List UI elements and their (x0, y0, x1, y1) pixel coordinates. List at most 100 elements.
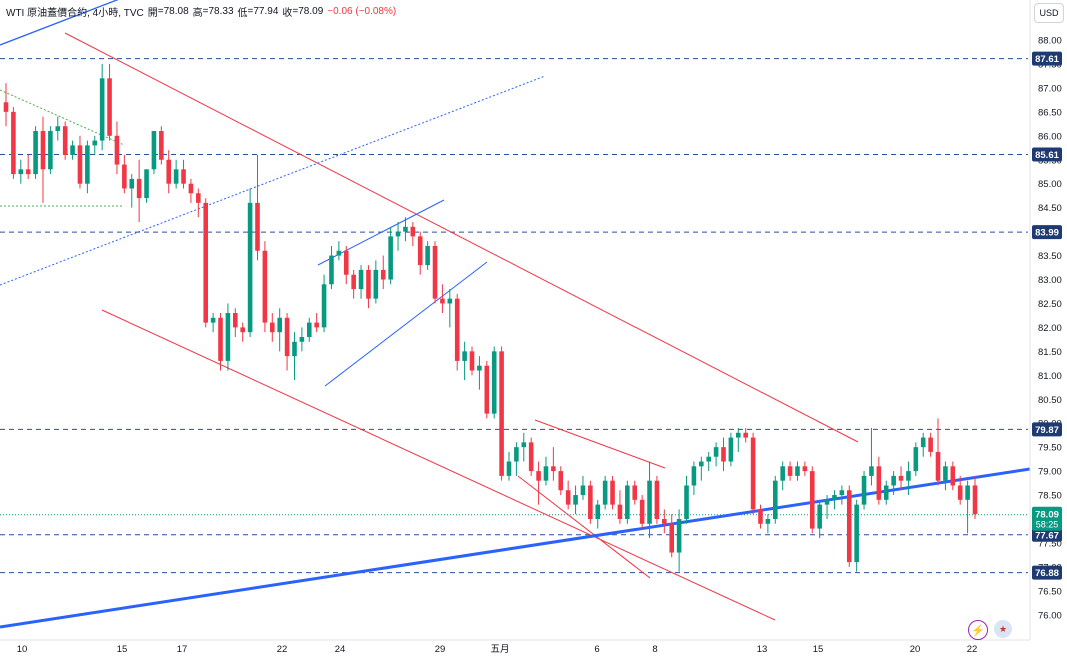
candle-body (262, 250, 268, 323)
candle-body (891, 475, 896, 486)
candle-body (588, 485, 593, 519)
candle-body (787, 466, 793, 476)
price-axis: 88.0087.5087.0086.5086.0085.5085.0084.50… (1029, 0, 1062, 640)
price-tick-label: 86.00 (1038, 131, 1062, 142)
time-tick-label: 20 (910, 644, 921, 655)
candle-body (706, 456, 712, 462)
candle-body (817, 504, 822, 529)
level-badge (1032, 225, 1062, 240)
candle-body (122, 164, 127, 189)
candle-body (277, 317, 282, 333)
price-tick-label: 80.50 (1038, 395, 1062, 406)
high-label: 高 (192, 8, 203, 19)
candle-body (721, 447, 726, 462)
candle-body (218, 317, 223, 361)
candle-body (869, 466, 874, 476)
level-badge-label: 79.87 (1035, 425, 1059, 436)
candle-body (809, 471, 815, 529)
candle-body (240, 327, 245, 333)
price-tick-label: 83.00 (1038, 275, 1062, 286)
red-channel-bottom (101, 309, 776, 621)
candle-body (543, 466, 549, 481)
time-axis: 10 15 17 22 24 29 五月 6 8 13 15 20 22 (0, 639, 1030, 655)
candle-body (432, 245, 438, 299)
candle-body (824, 499, 830, 505)
candle-body (306, 322, 312, 337)
candle-body (758, 509, 763, 524)
candle-body (802, 466, 808, 472)
candle-body (25, 169, 31, 175)
price-tick-label: 85.00 (1038, 179, 1062, 190)
candle-body (573, 495, 578, 505)
level-badge-label: 87.61 (1035, 54, 1059, 65)
candle-body (144, 169, 149, 199)
level-badge (1032, 527, 1062, 542)
candle-body (920, 437, 926, 448)
us-flag-icon[interactable]: ★ (994, 620, 1012, 638)
candle-body (225, 313, 231, 361)
price-tick-label: 81.50 (1038, 347, 1062, 358)
red-channel-top (64, 32, 859, 443)
candle-body (839, 490, 845, 496)
candle-body (602, 480, 608, 505)
time-tick-label: 22 (967, 644, 978, 655)
currency-button[interactable]: USD (1034, 3, 1064, 23)
candle-body (181, 169, 186, 184)
candle-body (321, 284, 327, 328)
open-value: =78.08 (157, 6, 189, 17)
candle-body (247, 202, 253, 333)
time-tick-label: 6 (594, 644, 599, 655)
blue-support-line (0, 467, 1031, 629)
price-tick-label: 83.50 (1038, 251, 1062, 262)
candle-body (491, 351, 497, 414)
symbol-title[interactable]: WTI 原油蓋價合約, 4小時, TVC (6, 8, 144, 19)
candle-body (684, 485, 689, 519)
flash-icon[interactable]: ⚡ (968, 620, 988, 640)
candle-body (676, 519, 682, 553)
close-value: =78.09 (292, 6, 324, 17)
last-price-badge (1032, 506, 1062, 531)
candle-body (795, 466, 800, 476)
candle-body (580, 485, 586, 496)
candle-body (469, 351, 475, 371)
candle-body (647, 480, 652, 524)
candle-body (772, 480, 778, 519)
time-tick-label: 17 (177, 644, 188, 655)
candle-body (957, 485, 963, 500)
candle-body (854, 504, 859, 563)
price-tick-label: 84.50 (1038, 203, 1062, 214)
candle-body (514, 447, 519, 462)
level-badge-label: 77.67 (1035, 530, 1059, 541)
level-badge-label: 85.61 (1035, 150, 1059, 161)
trend-lines (0, 0, 1031, 629)
candle-body (654, 480, 660, 519)
candle-body (99, 78, 105, 141)
candle-body (669, 523, 675, 553)
price-tick-label: 79.50 (1038, 443, 1062, 454)
candle-body (558, 471, 564, 491)
close-label: 收 (282, 8, 293, 19)
candle-body (662, 519, 667, 524)
candle-body (447, 298, 453, 304)
time-tick-label: 10 (17, 644, 28, 655)
candle-body (935, 451, 941, 481)
candle-body (565, 490, 571, 505)
blue-dotted-trend (0, 75, 546, 286)
last-price-label: 78.09 (1035, 510, 1059, 521)
time-tick-label: 29 (435, 644, 446, 655)
blue-trend-top (0, 0, 119, 46)
candle-body (477, 365, 482, 371)
candle-body (521, 442, 527, 448)
candle-body (33, 131, 38, 175)
candle-body (269, 322, 275, 333)
candle-body (528, 442, 534, 472)
candle-body (462, 351, 467, 361)
time-tick-label: 15 (813, 644, 824, 655)
red-flag-top (534, 419, 666, 469)
price-tick-label: 77.50 (1038, 538, 1062, 549)
candle-body (713, 447, 719, 457)
candle-body (610, 480, 615, 505)
candle-body (536, 471, 541, 481)
